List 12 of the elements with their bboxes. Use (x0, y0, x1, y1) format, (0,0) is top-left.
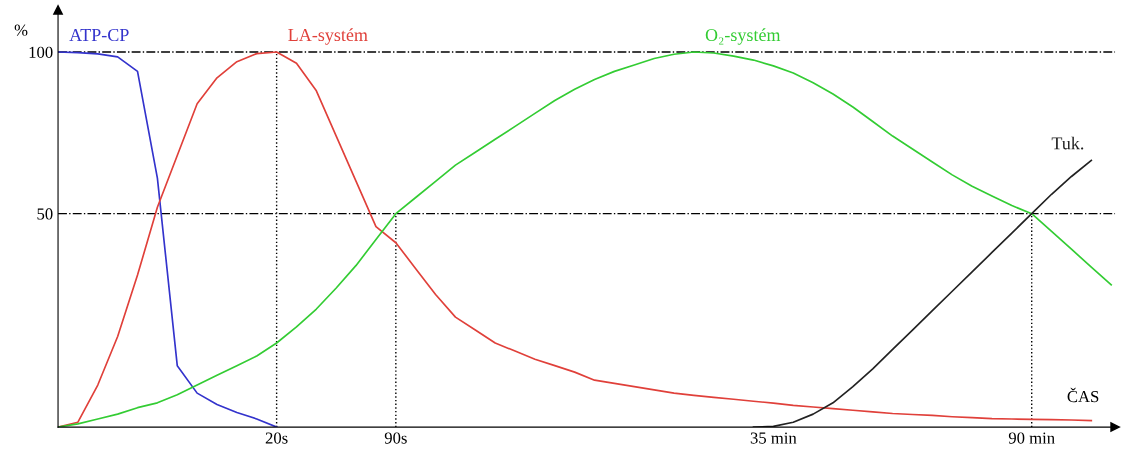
x-axis-title: ČAS (1067, 387, 1099, 403)
y-tick-label: 100 (29, 46, 53, 58)
series-label: O₂-systém (705, 28, 781, 45)
x-tick-label: 20s (265, 432, 288, 444)
x-tick-label: 35 min (750, 432, 797, 444)
y-tick-label: 50 (37, 208, 53, 220)
series-label: ATP-CP (69, 28, 129, 42)
series-label: Tuk. (1051, 136, 1084, 150)
x-tick-label: 90s (384, 432, 407, 444)
series-label: LA-systém (288, 28, 368, 45)
x-tick-label: 90 min (1008, 432, 1055, 444)
y-axis-title: % (14, 24, 28, 36)
